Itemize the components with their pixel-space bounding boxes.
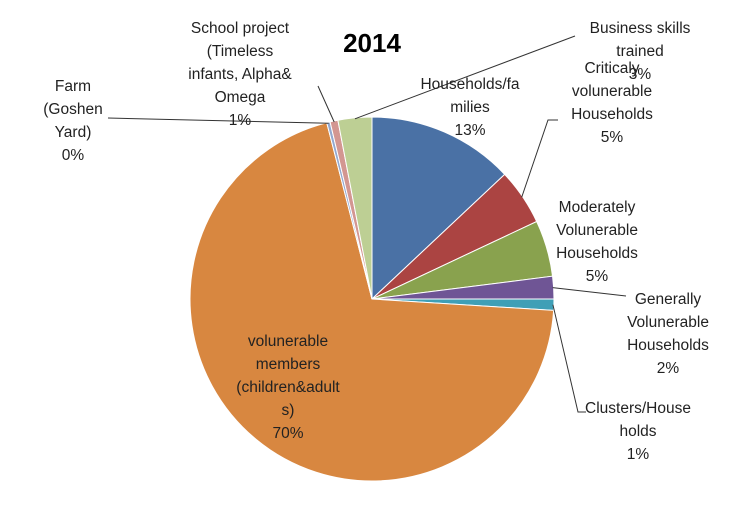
slice-label-1: Criticaly volunerable Households 5%	[571, 60, 653, 146]
slice-label-line: Criticaly	[584, 60, 639, 77]
slice-label-line: milies	[450, 99, 490, 116]
slice-percent-2: 5%	[586, 268, 609, 285]
slice-percent-4: 1%	[627, 446, 650, 463]
slice-label-line: trained	[616, 43, 663, 60]
slice-label-3: Generally Volunerable Households 2%	[627, 291, 709, 377]
slice-label-line: holds	[619, 423, 656, 440]
slice-label-line: (Goshen	[43, 101, 102, 118]
slice-percent-3: 2%	[657, 360, 680, 377]
leader-line-4	[552, 304, 586, 413]
slice-label-line: (children&adult	[236, 379, 340, 396]
slice-percent-7: 1%	[229, 112, 252, 129]
slice-label-line: volunerable	[572, 83, 652, 100]
slice-label-line: Households	[556, 245, 638, 262]
slice-label-line: s)	[282, 402, 295, 419]
slice-label-line: Business skills	[590, 20, 691, 37]
pie-slice-0	[371, 116, 506, 301]
slice-label-line: members	[256, 356, 321, 373]
leader-line-6	[107, 117, 329, 124]
slice-percent-0: 13%	[454, 122, 485, 139]
slice-label-4: Clusters/House holds 1%	[585, 400, 691, 463]
slice-label-line: Households	[627, 337, 709, 354]
leader-line-3	[552, 287, 627, 297]
slice-label-line: Households/fa	[420, 76, 519, 93]
pie-slice-8	[337, 116, 373, 300]
slice-label-6: Farm (Goshen Yard) 0%	[43, 78, 102, 164]
pie-slices	[189, 116, 555, 482]
slice-label-line: School project	[191, 20, 290, 37]
slice-label-line: Volunerable	[556, 222, 638, 239]
slice-label-8: Business skills trained 3%	[590, 20, 691, 83]
leader-lines	[107, 35, 627, 413]
leader-line-1	[521, 119, 558, 198]
slice-label-line: infants, Alpha&	[188, 66, 292, 83]
slice-label-line: Volunerable	[627, 314, 709, 331]
slice-label-line: Farm	[55, 78, 91, 95]
slice-label-line: (Timeless	[207, 43, 274, 60]
slice-percent-6: 0%	[62, 147, 85, 164]
leader-line-8	[354, 35, 576, 120]
slice-label-line: Clusters/House	[585, 400, 691, 417]
slice-label-line: Moderately	[559, 199, 636, 216]
slice-label-5: volunerable members (children&adult s) 70%	[236, 333, 340, 442]
chart-title: 2014	[343, 28, 401, 58]
slice-percent-8: 3%	[629, 66, 652, 83]
slice-label-7: School project (Timeless infants, Alpha& Om…	[188, 20, 292, 129]
slice-label-line: Yard)	[55, 124, 92, 141]
slice-label-2: Moderately Volunerable Households 5%	[556, 199, 638, 285]
slice-label-0: Households/fa milies 13%	[420, 76, 519, 139]
slice-label-line: Omega	[215, 89, 266, 106]
slice-percent-5: 70%	[272, 425, 303, 442]
slice-label-line: volunerable	[248, 333, 328, 350]
slice-label-line: Generally	[635, 291, 702, 308]
leader-line-7	[317, 85, 335, 123]
slice-labels: Households/fa milies 13% Criticaly volunerab…	[43, 20, 709, 463]
pie-slice-5	[189, 122, 555, 482]
slice-percent-1: 5%	[601, 129, 624, 146]
slice-label-line: Households	[571, 106, 653, 123]
